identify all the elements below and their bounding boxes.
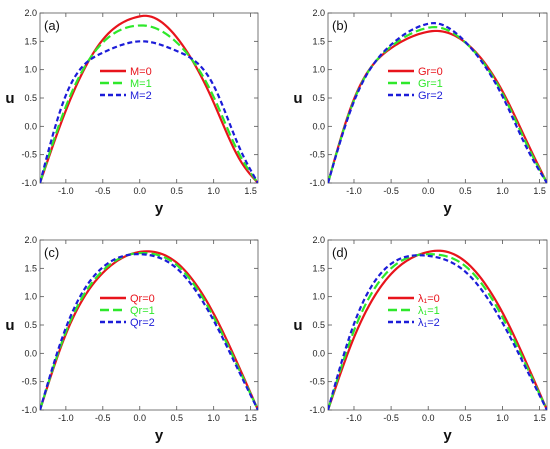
y-tick-label: -0.5 bbox=[309, 150, 325, 160]
x-tick-label: -1.0 bbox=[58, 186, 74, 196]
series-line-0 bbox=[40, 14, 258, 183]
x-tick-label: 1.5 bbox=[533, 413, 546, 423]
y-tick-label: 1.5 bbox=[24, 36, 37, 46]
x-tick-label: 0.0 bbox=[422, 413, 435, 423]
legend-entry: Gr=1 bbox=[418, 78, 443, 90]
y-tick-label: 1.0 bbox=[24, 65, 37, 75]
panel-b: -1.0 -0.5 0.0 0.5 1.0 1.5 2.0 -1.0 -0.5 0.0 0.5 1.0… bbox=[293, 8, 548, 217]
y-axis-label: u bbox=[293, 90, 302, 107]
series-line-0 bbox=[40, 250, 258, 410]
y-tick-label: 0.0 bbox=[312, 348, 325, 358]
series-line-2 bbox=[328, 22, 547, 183]
y-tick-label: 0.5 bbox=[312, 93, 325, 103]
y-tick-label: -1.0 bbox=[21, 405, 37, 415]
series-line-0 bbox=[328, 249, 547, 410]
panel-label: (b) bbox=[332, 18, 348, 33]
y-tick-label: 0.5 bbox=[24, 320, 37, 330]
y-tick-label: -0.5 bbox=[309, 377, 325, 387]
legend-entry: Qr=2 bbox=[130, 317, 155, 329]
panel-label: (a) bbox=[44, 18, 60, 33]
panel-label: (d) bbox=[332, 245, 348, 260]
y-tick-label: 1.5 bbox=[24, 263, 37, 273]
series-line-1 bbox=[328, 25, 547, 183]
x-tick-label: 1.0 bbox=[207, 186, 220, 196]
x-axis-label: y bbox=[155, 427, 164, 444]
x-axis-label: y bbox=[443, 427, 452, 444]
x-tick-label: 0.5 bbox=[170, 413, 183, 423]
legend-entry: Gr=0 bbox=[418, 66, 443, 78]
series-line-2 bbox=[328, 254, 547, 410]
series-line-1 bbox=[328, 253, 547, 410]
x-tick-label: -1.0 bbox=[346, 186, 362, 196]
x-tick-label: 0.0 bbox=[134, 186, 147, 196]
y-tick-label: 1.5 bbox=[312, 36, 325, 46]
y-tick-label: -1.0 bbox=[309, 178, 325, 188]
x-tick-label: 0.0 bbox=[422, 186, 435, 196]
series-line-1 bbox=[40, 24, 258, 183]
legend-entry: λ₁=0 bbox=[418, 293, 440, 305]
y-tick-label: 0.5 bbox=[24, 93, 37, 103]
legend-entry: Qr=1 bbox=[130, 305, 155, 317]
x-axis-label: y bbox=[443, 200, 452, 217]
legend-entry: M=2 bbox=[130, 90, 152, 102]
legend-entry: M=1 bbox=[130, 78, 152, 90]
x-tick-label: 0.5 bbox=[459, 413, 472, 423]
x-tick-label: 0.5 bbox=[170, 186, 183, 196]
y-tick-label: 0.0 bbox=[312, 121, 325, 131]
legend-entry: Qr=0 bbox=[130, 293, 155, 305]
y-axis-label: u bbox=[5, 317, 14, 334]
x-tick-label: 1.0 bbox=[496, 413, 509, 423]
x-axis-label: y bbox=[155, 200, 164, 217]
panel-a: -1.0 -0.5 0.0 0.5 1.0 1.5 2.0 -1.0 -0.5 0.0 0.5 1.0… bbox=[5, 8, 259, 217]
panel-d: -1.0 -0.5 0.0 0.5 1.0 1.5 2.0 -1.0 -0.5 0.0 0.5 1.0… bbox=[293, 235, 548, 444]
x-tick-label: 1.5 bbox=[244, 186, 257, 196]
x-tick-label: 0.0 bbox=[134, 413, 147, 423]
x-tick-label: 1.5 bbox=[244, 413, 257, 423]
x-tick-label: 1.5 bbox=[533, 186, 546, 196]
x-tick-label: -0.5 bbox=[95, 186, 111, 196]
panel-label: (c) bbox=[44, 245, 59, 260]
series-line-2 bbox=[40, 253, 258, 410]
x-tick-label: -0.5 bbox=[95, 413, 111, 423]
x-tick-label: -1.0 bbox=[58, 413, 74, 423]
legend-entry: λ₁=2 bbox=[418, 317, 440, 329]
y-tick-label: 0.0 bbox=[24, 121, 37, 131]
y-tick-label: -0.5 bbox=[21, 150, 37, 160]
legend-entry: M=0 bbox=[130, 66, 152, 78]
y-tick-label: 0.5 bbox=[312, 320, 325, 330]
y-axis-label: u bbox=[5, 90, 14, 107]
y-tick-label: 2.0 bbox=[24, 8, 37, 18]
series-line-0 bbox=[328, 29, 547, 183]
x-tick-label: -0.5 bbox=[383, 413, 399, 423]
panel-c: -1.0 -0.5 0.0 0.5 1.0 1.5 2.0 -1.0 -0.5 0.0 0.5 1.0… bbox=[5, 235, 259, 444]
series-line-2 bbox=[40, 40, 258, 183]
y-axis-label: u bbox=[293, 317, 302, 334]
x-tick-label: 1.0 bbox=[207, 413, 220, 423]
y-tick-label: 1.0 bbox=[312, 65, 325, 75]
y-tick-label: 2.0 bbox=[312, 235, 325, 245]
x-tick-label: -1.0 bbox=[346, 413, 362, 423]
y-tick-label: 2.0 bbox=[312, 8, 325, 18]
x-tick-label: -0.5 bbox=[383, 186, 399, 196]
series-line-1 bbox=[40, 251, 258, 410]
y-tick-label: -1.0 bbox=[309, 405, 325, 415]
x-tick-label: 1.0 bbox=[496, 186, 509, 196]
y-tick-label: 1.0 bbox=[312, 292, 325, 302]
x-tick-label: 0.5 bbox=[459, 186, 472, 196]
y-tick-label: 2.0 bbox=[24, 235, 37, 245]
y-tick-label: -0.5 bbox=[21, 377, 37, 387]
y-tick-label: 0.0 bbox=[24, 348, 37, 358]
y-tick-label: 1.5 bbox=[312, 263, 325, 273]
legend-entry: λ₁=1 bbox=[418, 305, 440, 317]
y-tick-label: -1.0 bbox=[21, 178, 37, 188]
y-tick-label: 1.0 bbox=[24, 292, 37, 302]
legend-entry: Gr=2 bbox=[418, 90, 443, 102]
